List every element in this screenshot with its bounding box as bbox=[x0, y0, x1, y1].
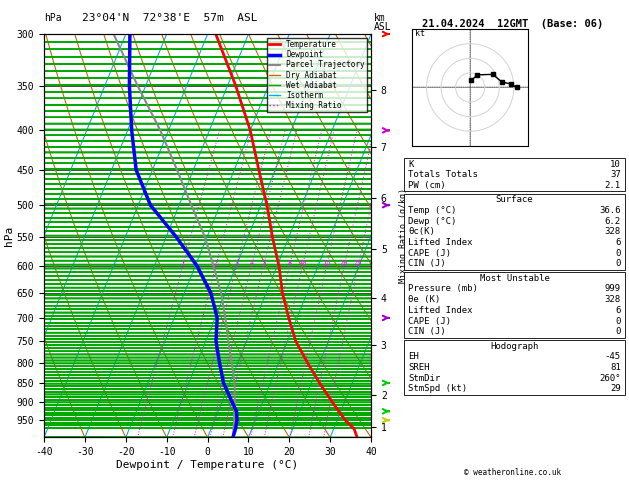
Text: 10: 10 bbox=[610, 159, 621, 169]
Text: 21.04.2024  12GMT  (Base: 06): 21.04.2024 12GMT (Base: 06) bbox=[422, 19, 603, 30]
Text: CIN (J): CIN (J) bbox=[408, 327, 446, 336]
Text: 25: 25 bbox=[354, 260, 362, 266]
Text: 2.1: 2.1 bbox=[604, 181, 621, 190]
Text: 15: 15 bbox=[322, 260, 331, 266]
Text: PW (cm): PW (cm) bbox=[408, 181, 446, 190]
Text: 0: 0 bbox=[615, 327, 621, 336]
Text: Lifted Index: Lifted Index bbox=[408, 238, 473, 247]
Text: Lifted Index: Lifted Index bbox=[408, 306, 473, 315]
Text: Hodograph: Hodograph bbox=[491, 342, 538, 350]
Text: 0: 0 bbox=[615, 249, 621, 258]
Text: 5: 5 bbox=[261, 260, 265, 266]
Text: StmSpd (kt): StmSpd (kt) bbox=[408, 384, 467, 393]
Text: ASL: ASL bbox=[374, 21, 392, 32]
Text: CAPE (J): CAPE (J) bbox=[408, 249, 451, 258]
Text: Surface: Surface bbox=[496, 195, 533, 204]
Text: -45: -45 bbox=[604, 352, 621, 361]
X-axis label: Dewpoint / Temperature (°C): Dewpoint / Temperature (°C) bbox=[116, 460, 299, 470]
Text: 6.2: 6.2 bbox=[604, 217, 621, 226]
Text: 10: 10 bbox=[298, 260, 307, 266]
Text: 37: 37 bbox=[610, 170, 621, 179]
Text: 328: 328 bbox=[604, 227, 621, 236]
Text: Most Unstable: Most Unstable bbox=[479, 274, 550, 283]
Text: 29: 29 bbox=[610, 384, 621, 393]
Text: Dewp (°C): Dewp (°C) bbox=[408, 217, 457, 226]
Text: 81: 81 bbox=[610, 363, 621, 372]
Text: Temp (°C): Temp (°C) bbox=[408, 206, 457, 215]
Text: © weatheronline.co.uk: © weatheronline.co.uk bbox=[464, 468, 561, 477]
Text: 2: 2 bbox=[214, 260, 218, 266]
Text: EH: EH bbox=[408, 352, 419, 361]
Text: 8: 8 bbox=[287, 260, 292, 266]
Text: 1: 1 bbox=[181, 260, 185, 266]
Text: 260°: 260° bbox=[599, 374, 621, 382]
Text: θe (K): θe (K) bbox=[408, 295, 440, 304]
Text: CAPE (J): CAPE (J) bbox=[408, 316, 451, 326]
Text: 23°04'N  72°38'E  57m  ASL: 23°04'N 72°38'E 57m ASL bbox=[82, 13, 257, 23]
Text: Mixing Ratio (g/kg): Mixing Ratio (g/kg) bbox=[399, 188, 408, 283]
Text: Totals Totals: Totals Totals bbox=[408, 170, 478, 179]
Text: CIN (J): CIN (J) bbox=[408, 260, 446, 268]
Text: 6: 6 bbox=[615, 306, 621, 315]
Text: 999: 999 bbox=[604, 284, 621, 294]
Text: θc(K): θc(K) bbox=[408, 227, 435, 236]
Text: 4: 4 bbox=[249, 260, 253, 266]
Text: K: K bbox=[408, 159, 414, 169]
Text: SREH: SREH bbox=[408, 363, 430, 372]
Text: hPa: hPa bbox=[44, 13, 62, 23]
Text: kt: kt bbox=[415, 30, 425, 38]
Text: km: km bbox=[374, 13, 386, 23]
Text: StmDir: StmDir bbox=[408, 374, 440, 382]
Text: 36.6: 36.6 bbox=[599, 206, 621, 215]
Text: 0: 0 bbox=[615, 316, 621, 326]
Y-axis label: hPa: hPa bbox=[4, 226, 14, 246]
Text: 20: 20 bbox=[340, 260, 348, 266]
Text: Pressure (mb): Pressure (mb) bbox=[408, 284, 478, 294]
Text: 3: 3 bbox=[234, 260, 238, 266]
Text: 6: 6 bbox=[615, 238, 621, 247]
Text: 0: 0 bbox=[615, 260, 621, 268]
Text: 328: 328 bbox=[604, 295, 621, 304]
Legend: Temperature, Dewpoint, Parcel Trajectory, Dry Adiabat, Wet Adiabat, Isotherm, Mi: Temperature, Dewpoint, Parcel Trajectory… bbox=[267, 38, 367, 112]
